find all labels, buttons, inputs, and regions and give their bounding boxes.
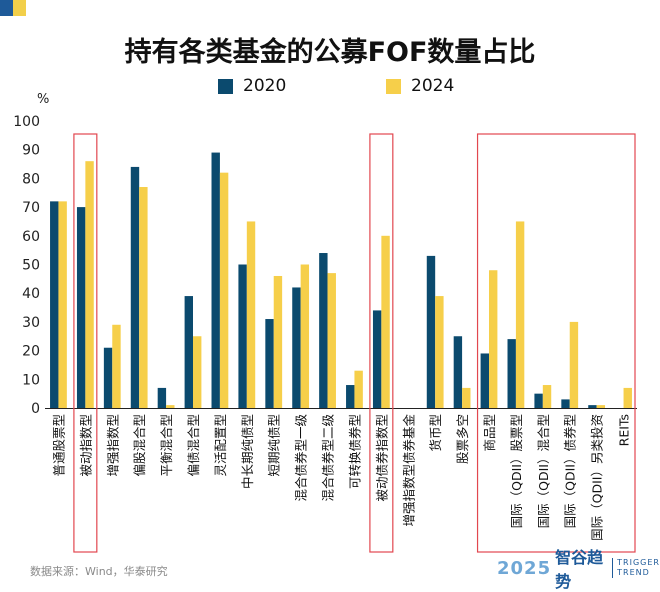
x-tick-label: 国际（QDII）股票型 [509, 414, 524, 528]
bar-2024-5 [193, 336, 202, 408]
accent-block-blue [0, 0, 13, 16]
bar-2020-16 [480, 353, 489, 408]
bar-2024-14 [435, 296, 444, 408]
y-axis-unit: % [37, 92, 50, 107]
y-tick-label: 70 [22, 200, 40, 216]
x-tick-label: 混合债券型二级 [321, 414, 336, 502]
legend-item-2024: 2024 [386, 76, 454, 96]
y-tick-label: 50 [22, 258, 40, 274]
brand-english: TRIGGER TREND [612, 558, 660, 578]
x-tick-label: 平衡混合型 [159, 414, 174, 477]
bar-2020-4 [157, 387, 167, 408]
bar-2020-19 [561, 399, 570, 408]
legend-swatch-2020 [218, 78, 233, 94]
corner-accent [0, 0, 26, 16]
y-tick-label: 0 [31, 401, 40, 417]
x-tick-label: 增强指数型 [105, 414, 120, 477]
bar-2024-16 [489, 270, 498, 408]
bar-2024-18 [542, 385, 552, 408]
bar-2024-7 [246, 221, 256, 408]
bar-2024-21 [623, 387, 632, 408]
bar-2024-11 [354, 370, 363, 408]
bar-2020-9 [292, 287, 301, 408]
bar-2020-3 [130, 166, 140, 408]
x-tick-label: 偏股混合型 [132, 414, 147, 477]
bar-2020-11 [346, 385, 355, 408]
brand-name: 智谷趋势 [555, 548, 604, 591]
bar-2024-15 [462, 387, 471, 408]
bar-2020-10 [319, 253, 328, 408]
bar-2024-19 [569, 321, 579, 408]
x-tick-label: 混合债券型一级 [294, 414, 309, 502]
x-tick-label: 中长期纯债型 [240, 414, 255, 489]
y-tick-label: 20 [22, 344, 40, 360]
bar-2020-14 [426, 255, 436, 408]
bar-2024-20 [596, 405, 606, 408]
x-tick-label: 被动指数型 [78, 414, 93, 477]
bar-2020-5 [184, 296, 193, 408]
bar-2020-15 [453, 336, 463, 408]
x-tick-label: 国际（QDII）混合型 [536, 414, 551, 528]
y-tick-label: 40 [22, 286, 40, 302]
legend-swatch-2024 [386, 78, 401, 94]
y-tick-label: 60 [22, 229, 40, 245]
bar-2024-3 [139, 187, 148, 408]
x-tick-label: 短期纯债型 [267, 414, 282, 477]
x-tick-label: 灵活配置型 [213, 414, 228, 477]
x-tick-label: 货币型 [428, 414, 443, 452]
y-tick-label: 30 [22, 315, 40, 331]
legend-label-2024: 2024 [411, 76, 455, 96]
bar-2020-7 [238, 264, 247, 408]
bar-2024-8 [273, 275, 283, 408]
x-tick-label: 国际（QDII）债券型 [563, 414, 578, 528]
highlight-box-0 [73, 133, 98, 553]
y-tick-label: 10 [22, 372, 40, 388]
bar-2024-17 [515, 221, 525, 408]
x-tick-label: 商品型 [482, 414, 497, 452]
bar-2020-17 [507, 339, 516, 408]
bar-2020-12 [372, 310, 382, 408]
y-tick-label: 100 [13, 114, 40, 130]
bar-2020-18 [534, 393, 543, 408]
accent-block-yellow [13, 0, 26, 16]
bar-2020-1 [76, 207, 86, 408]
y-tick-label: 80 [22, 171, 40, 187]
legend-label-2020: 2020 [243, 76, 287, 96]
x-tick-label: 可转换债券型 [347, 414, 362, 489]
x-tick-label: 普通股票型 [51, 414, 66, 477]
bar-2024-6 [219, 172, 229, 408]
highlight-box-2 [476, 133, 636, 553]
bar-2024-1 [85, 161, 94, 408]
bar-2020-0 [50, 201, 59, 408]
legend-item-2020: 2020 [218, 76, 286, 96]
bar-2020-20 [588, 405, 597, 408]
bar-2024-12 [381, 235, 390, 408]
x-tick-label: 被动债券指数型 [374, 414, 389, 502]
y-tick-label: 90 [22, 143, 40, 159]
bar-2020-8 [265, 319, 274, 408]
x-tick-label: REITs [617, 414, 632, 446]
chart-title: 持有各类基金的公募FOF数量占比 [124, 37, 536, 68]
bar-2024-10 [327, 273, 336, 408]
bar-2020-2 [103, 347, 113, 408]
data-source-note: 数据来源：Wind，华泰研究 [30, 565, 168, 578]
x-tick-label: 股票多空 [455, 414, 470, 464]
brand-logo: 2025 智谷趋势 TRIGGER TREND [497, 548, 660, 591]
bar-2024-2 [112, 324, 121, 408]
x-tick-label: 偏债混合型 [186, 414, 201, 477]
x-tick-label: 增强指数型债券基金 [401, 414, 416, 527]
x-tick-label: 国际（QDII）另类投资 [590, 414, 605, 541]
brand-year: 2025 [497, 557, 552, 579]
bar-2024-9 [300, 264, 310, 408]
highlight-box-1 [369, 133, 394, 553]
bar-2024-4 [166, 405, 175, 408]
bar-2020-6 [211, 152, 220, 408]
bar-2024-0 [58, 201, 67, 408]
